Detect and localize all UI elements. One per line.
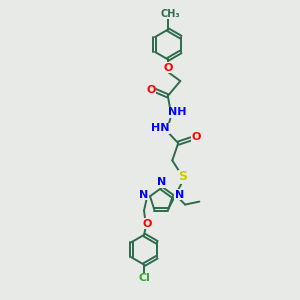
Text: O: O <box>163 63 172 73</box>
Text: NH: NH <box>168 107 187 117</box>
Text: HN: HN <box>151 123 170 133</box>
Text: O: O <box>142 219 152 229</box>
Text: S: S <box>178 170 187 183</box>
Text: O: O <box>146 85 156 95</box>
Text: Cl: Cl <box>138 273 150 283</box>
Text: O: O <box>191 132 201 142</box>
Text: N: N <box>175 190 184 200</box>
Text: N: N <box>140 190 149 200</box>
Text: CH₃: CH₃ <box>160 9 180 19</box>
Text: N: N <box>157 177 166 187</box>
